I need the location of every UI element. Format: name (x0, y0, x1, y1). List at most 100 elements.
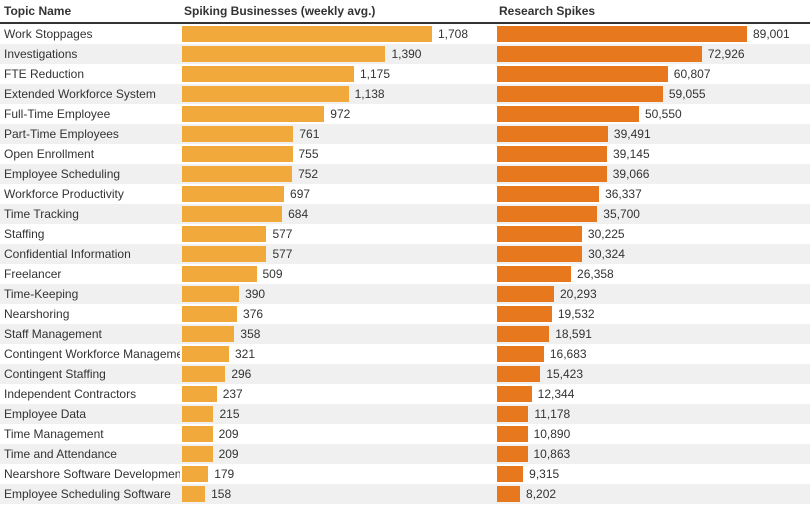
spiking-businesses-bar (182, 466, 208, 482)
research-spikes-cell: 9,315 (495, 464, 810, 484)
spiking-businesses-bar (182, 126, 293, 142)
spiking-businesses-value: 577 (272, 247, 292, 261)
spiking-businesses-cell: 358 (180, 324, 495, 344)
spiking-businesses-cell: 755 (180, 144, 495, 164)
research-spikes-value: 30,225 (588, 227, 625, 241)
research-spikes-value: 39,066 (613, 167, 650, 181)
research-spikes-value: 19,532 (558, 307, 595, 321)
topic-name: Full-Time Employee (0, 104, 180, 124)
table-row: Part-Time Employees76139,491 (0, 124, 810, 144)
spiking-businesses-cell: 761 (180, 124, 495, 144)
spiking-businesses-cell: 752 (180, 164, 495, 184)
research-spikes-bar (497, 106, 639, 122)
topic-name: Employee Data (0, 404, 180, 424)
spiking-businesses-value: 752 (298, 167, 318, 181)
spiking-businesses-cell: 577 (180, 224, 495, 244)
research-spikes-value: 10,890 (534, 427, 571, 441)
research-spikes-cell: 20,293 (495, 284, 810, 304)
spiking-businesses-cell: 158 (180, 484, 495, 504)
research-spikes-cell: 39,491 (495, 124, 810, 144)
spiking-businesses-cell: 321 (180, 344, 495, 364)
spiking-businesses-value: 697 (290, 187, 310, 201)
spiking-businesses-bar (182, 66, 354, 82)
spiking-businesses-value: 509 (263, 267, 283, 281)
topic-name: Part-Time Employees (0, 124, 180, 144)
spiking-businesses-bar (182, 246, 266, 262)
topic-name: Confidential Information (0, 244, 180, 264)
topic-name: Investigations (0, 44, 180, 64)
research-spikes-bar (497, 206, 597, 222)
topic-name: Extended Workforce System (0, 84, 180, 104)
research-spikes-cell: 36,337 (495, 184, 810, 204)
research-spikes-value: 30,324 (588, 247, 625, 261)
spiking-businesses-value: 158 (211, 487, 231, 501)
topic-name: Nearshoring (0, 304, 180, 324)
table-row: Staff Management35818,591 (0, 324, 810, 344)
table-row: Nearshoring376 19,532 (0, 304, 810, 324)
research-spikes-cell: 16,683 (495, 344, 810, 364)
research-spikes-bar (497, 66, 668, 82)
research-spikes-cell: 72,926 (495, 44, 810, 64)
research-spikes-cell: 89,001 (495, 24, 810, 44)
table-row: Time-Keeping39020,293 (0, 284, 810, 304)
research-spikes-cell: 11,178 (495, 404, 810, 424)
spiking-businesses-value: 296 (231, 367, 251, 381)
table-row: Contingent Workforce Management 321 16,683 (0, 344, 810, 364)
research-spikes-bar (497, 146, 607, 162)
topic-name: Contingent Workforce Management (0, 344, 180, 364)
spiking-businesses-cell: 209 (180, 444, 495, 464)
spiking-businesses-bar (182, 306, 237, 322)
topic-name: Employee Scheduling (0, 164, 180, 184)
spiking-businesses-cell: 376 (180, 304, 495, 324)
research-spikes-cell: 18,591 (495, 324, 810, 344)
topic-name: Open Enrollment (0, 144, 180, 164)
research-spikes-bar (497, 126, 608, 142)
research-spikes-bar (497, 306, 552, 322)
spiking-businesses-bar (182, 366, 225, 382)
research-spikes-cell: 30,324 (495, 244, 810, 264)
research-spikes-cell: 39,066 (495, 164, 810, 184)
table-row: Extended Workforce System1,13859,055 (0, 84, 810, 104)
spiking-businesses-cell: 697 (180, 184, 495, 204)
spiking-businesses-value: 972 (330, 107, 350, 121)
spiking-businesses-cell: 237 (180, 384, 495, 404)
research-spikes-bar (497, 326, 549, 342)
research-spikes-bar (497, 266, 571, 282)
table-row: Investigations1,39072,926 (0, 44, 810, 64)
table-row: Employee Data21511,178 (0, 404, 810, 424)
topic-name: Independent Contractors (0, 384, 180, 404)
research-spikes-value: 15,423 (546, 367, 583, 381)
research-spikes-value: 20,293 (560, 287, 597, 301)
research-spikes-bar (497, 486, 520, 502)
research-spikes-value: 39,145 (613, 147, 650, 161)
table-row: Time Management20910,890 (0, 424, 810, 444)
spiking-businesses-value: 237 (223, 387, 243, 401)
topic-name: Time and Attendance (0, 444, 180, 464)
topic-name: Employee Scheduling Software (0, 484, 180, 504)
table-row: Employee Scheduling 752 39,066 (0, 164, 810, 184)
research-spikes-value: 12,344 (538, 387, 575, 401)
research-spikes-bar (497, 346, 544, 362)
research-spikes-bar (497, 406, 528, 422)
spiking-businesses-bar (182, 166, 292, 182)
research-spikes-cell: 35,700 (495, 204, 810, 224)
research-spikes-bar (497, 426, 528, 442)
spiking-businesses-value: 1,708 (438, 27, 468, 41)
spiking-businesses-cell: 1,390 (180, 44, 495, 64)
header-col2: Research Spikes (495, 0, 810, 22)
spiking-businesses-bar (182, 266, 257, 282)
spiking-businesses-bar (182, 26, 432, 42)
spikes-chart: Topic Name Spiking Businesses (weekly av… (0, 0, 810, 504)
spiking-businesses-value: 209 (219, 447, 239, 461)
research-spikes-bar (497, 186, 599, 202)
research-spikes-value: 18,591 (555, 327, 592, 341)
research-spikes-value: 50,550 (645, 107, 682, 121)
research-spikes-value: 16,683 (550, 347, 587, 361)
research-spikes-bar (497, 166, 607, 182)
spiking-businesses-value: 321 (235, 347, 255, 361)
topic-name: Work Stoppages (0, 24, 180, 44)
research-spikes-cell: 15,423 (495, 364, 810, 384)
topic-name: Time Management (0, 424, 180, 444)
research-spikes-value: 59,055 (669, 87, 706, 101)
table-row: Full-Time Employee 972 50,550 (0, 104, 810, 124)
